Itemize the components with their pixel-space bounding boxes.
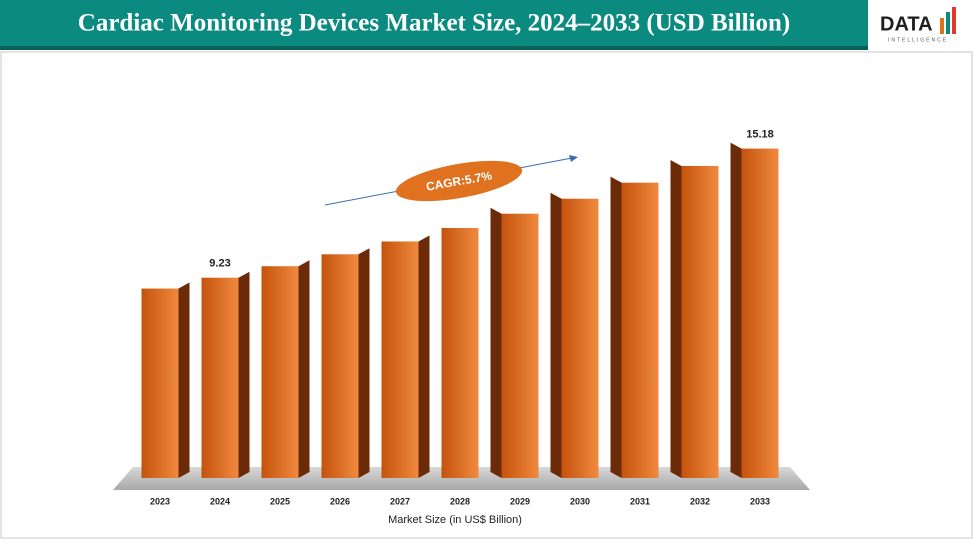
bar-side	[178, 282, 190, 478]
x-axis-title: Market Size (in US$ Billion)	[388, 514, 522, 526]
bar	[501, 213, 539, 478]
logo-bar	[952, 7, 956, 34]
header-band	[0, 0, 868, 46]
x-tick-label: 2028	[450, 496, 470, 506]
bar-side	[358, 248, 370, 478]
bar-side	[550, 192, 562, 478]
x-tick-label: 2024	[210, 496, 230, 506]
x-tick-label: 2025	[270, 496, 290, 506]
value-label: 9.23	[209, 258, 230, 270]
x-tick-label: 2031	[630, 496, 650, 506]
bar	[381, 241, 419, 478]
bar-side	[730, 142, 742, 478]
bar	[141, 288, 179, 478]
logo-subtext: INTELLIGENCE	[888, 37, 948, 43]
value-label: 15.18	[746, 129, 774, 141]
bar-side	[238, 271, 250, 478]
x-tick-label: 2023	[150, 496, 170, 506]
bar-side	[490, 207, 502, 478]
x-tick-label: 2026	[330, 496, 350, 506]
x-tick-label: 2032	[690, 496, 710, 506]
logo-bar	[946, 12, 950, 34]
x-tick-label: 2029	[510, 496, 530, 506]
header-rule	[0, 46, 868, 50]
bar	[441, 228, 479, 478]
bar	[681, 165, 719, 479]
bar-side	[418, 235, 430, 478]
bar	[741, 148, 779, 478]
bar	[621, 182, 659, 478]
cagr-arrowhead	[569, 155, 578, 162]
logo-bar	[940, 18, 944, 34]
bar-side	[610, 176, 622, 478]
x-tick-label: 2030	[570, 496, 590, 506]
bar	[321, 254, 359, 478]
cagr-badge	[395, 160, 523, 202]
bar-side	[670, 159, 682, 479]
x-tick-label: 2027	[390, 496, 410, 506]
bar	[261, 266, 299, 478]
plot-frame	[0, 51, 973, 539]
bar	[201, 277, 239, 478]
bar	[561, 198, 599, 478]
logo-text: DATA	[880, 13, 933, 35]
x-tick-label: 2033	[750, 496, 770, 506]
chart-title: Cardiac Monitoring Devices Market Size, …	[78, 10, 790, 37]
bar-side	[298, 260, 310, 478]
logo: DATA INTELLIGENCE	[880, 7, 956, 43]
